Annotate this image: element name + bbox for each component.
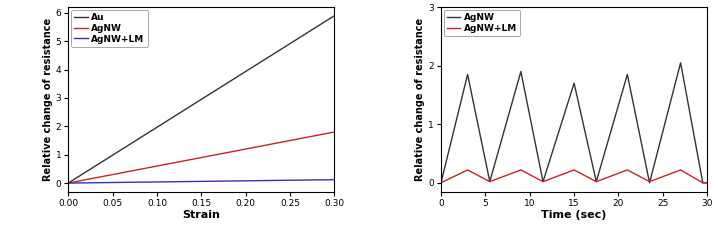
X-axis label: Strain: Strain [182,210,220,220]
AgNW+LM [676,169,685,171]
AgNW+LM [570,169,579,171]
AgNW [538,180,547,183]
AgNW [485,180,494,183]
AgNW [592,180,600,183]
AgNW [703,181,712,184]
AgNW+LM [538,180,547,183]
AgNW+LM [703,181,712,184]
AgNW [437,181,445,184]
AgNW [699,181,707,184]
AgNW+LM [623,169,632,171]
Legend: AgNW, AgNW+LM: AgNW, AgNW+LM [444,10,521,36]
AgNW+LM [699,181,707,184]
Line: AgNW+LM: AgNW+LM [441,170,707,183]
AgNW+LM [645,180,654,183]
AgNW+LM [463,169,472,171]
AgNW+LM [592,180,600,183]
AgNW+LM [485,180,494,183]
AgNW [645,181,654,184]
Legend: Au, AgNW, AgNW+LM: Au, AgNW, AgNW+LM [71,10,148,47]
AgNW [676,61,685,64]
AgNW [463,73,472,76]
Line: AgNW: AgNW [441,63,707,183]
AgNW [516,70,525,73]
AgNW [570,82,579,85]
AgNW+LM [516,169,525,171]
AgNW+LM [437,181,445,184]
AgNW [623,73,632,76]
Y-axis label: Relative change of resistance: Relative change of resistance [43,18,52,181]
X-axis label: Time (sec): Time (sec) [541,210,607,220]
Y-axis label: Relative change of resistance: Relative change of resistance [416,18,426,181]
